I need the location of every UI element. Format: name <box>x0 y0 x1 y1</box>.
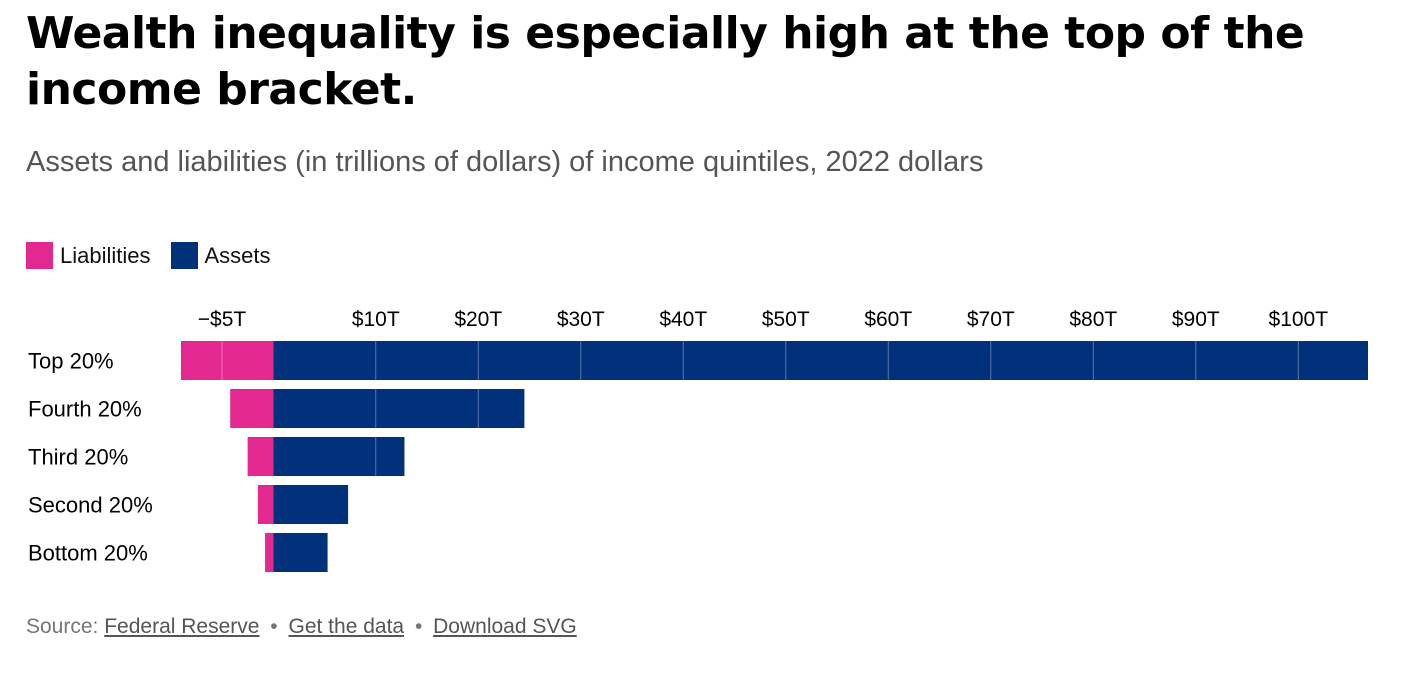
get-data-link[interactable]: Get the data <box>288 615 405 638</box>
download-svg-link[interactable]: Download SVG <box>433 615 577 638</box>
x-tick-label: $20T <box>454 308 502 331</box>
gridlines <box>221 341 1299 572</box>
chart-subtitle: Assets and liabilities (in trillions of … <box>26 146 984 178</box>
category-label: Top 20% <box>28 349 114 374</box>
x-tick-label: $80T <box>1069 308 1117 331</box>
bar-assets <box>273 389 525 428</box>
bar-liabilities <box>247 437 274 476</box>
x-axis-tick-labels: −$5T $10T $20T $30T $40T $50T $60T $70T $80T $90T… <box>198 308 1328 331</box>
bar-assets <box>273 437 405 476</box>
bar-liabilities <box>230 389 274 428</box>
bar-liabilities <box>265 533 274 572</box>
x-tick-label: $30T <box>557 308 605 331</box>
legend-label-liabilities: Liabilities <box>60 242 151 268</box>
category-label: Third 20% <box>28 445 128 470</box>
bar-liabilities <box>257 485 274 524</box>
category-label: Fourth 20% <box>28 397 142 422</box>
bar-assets <box>273 341 1368 380</box>
assets-swatch <box>170 242 198 269</box>
footer-separator: • <box>270 615 278 638</box>
x-tick-label: $90T <box>1172 308 1220 331</box>
x-tick-label: $40T <box>659 308 707 331</box>
x-tick-label: $100T <box>1269 308 1329 331</box>
bar-assets <box>273 485 349 524</box>
chart-title: Wealth inequality is especially high at … <box>26 8 1305 115</box>
footer: Source: Federal Reserve • Get the data •… <box>26 615 577 639</box>
bar-chart: −$5T $10T $20T $30T $40T $50T $60T $70T $80T $90T… <box>28 308 1368 572</box>
x-tick-label: −$5T <box>198 308 247 331</box>
category-labels: Top 20% Fourth 20% Third 20% Second 20% Bott… <box>28 349 153 566</box>
category-label: Second 20% <box>28 493 153 518</box>
category-label: Bottom 20% <box>28 541 148 566</box>
x-tick-label: $10T <box>352 308 400 331</box>
x-tick-label: $50T <box>762 308 810 331</box>
source-link[interactable]: Federal Reserve <box>104 615 260 638</box>
legend-item-assets: Assets <box>170 242 271 269</box>
liabilities-swatch <box>26 242 53 269</box>
x-tick-label: $70T <box>967 308 1015 331</box>
bars <box>181 341 1368 572</box>
bar-assets <box>273 533 328 572</box>
legend: Liabilities Assets <box>26 242 291 269</box>
legend-label-assets: Assets <box>204 242 271 268</box>
source-prefix: Source: <box>26 615 99 638</box>
x-tick-label: $60T <box>864 308 912 331</box>
footer-separator: • <box>414 615 423 638</box>
bar-liabilities <box>181 341 274 380</box>
legend-item-liabilities: Liabilities <box>26 242 151 269</box>
